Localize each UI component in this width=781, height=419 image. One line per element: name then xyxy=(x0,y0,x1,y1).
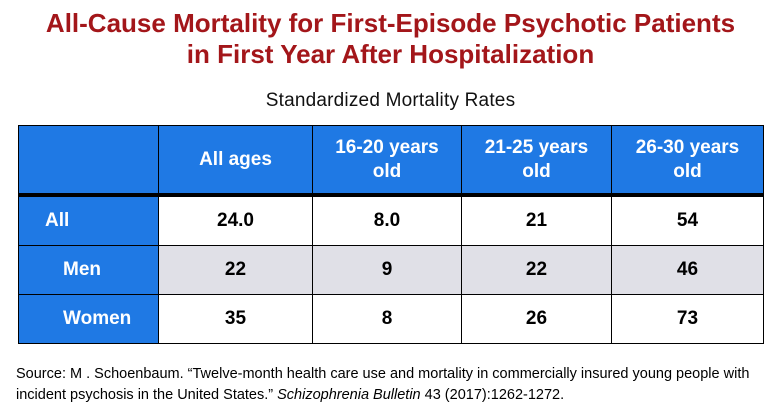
table-cell: 35 xyxy=(158,294,313,344)
row-label-all: All xyxy=(18,194,159,246)
table-cell: 46 xyxy=(611,245,764,295)
table-cell: 8.0 xyxy=(312,194,462,246)
mortality-table: All ages 16-20 years old 21-25 years old… xyxy=(18,125,764,344)
source-citation: Source: M . Schoenbaum. “Twelve-month he… xyxy=(16,364,776,406)
header-row: All ages 16-20 years old 21-25 years old… xyxy=(18,125,764,197)
header-16-20: 16-20 years old xyxy=(312,125,462,197)
table-cell: 21 xyxy=(461,194,612,246)
table-caption: Standardized Mortality Rates xyxy=(265,90,516,111)
header-21-25: 21-25 years old xyxy=(461,125,612,197)
title-line-2: in First Year After Hospitalization xyxy=(186,39,595,69)
table-cell: 26 xyxy=(461,294,612,344)
table-row-men: Men 22 9 22 46 xyxy=(18,245,764,295)
table-cell: 9 xyxy=(312,245,462,295)
journal-name: Schizophrenia Bulletin xyxy=(277,387,421,403)
table-cell: 73 xyxy=(611,294,764,344)
header-21-25-line-1: 21-25 years xyxy=(484,136,589,158)
header-26-30-line-1: 26-30 years xyxy=(635,136,740,158)
table-cell: 22 xyxy=(158,245,313,295)
header-16-20-line-1: 16-20 years xyxy=(335,136,439,158)
header-21-25-line-2: old xyxy=(522,160,551,182)
citation-text: Source: M . Schoenbaum. “Twelve-month he… xyxy=(16,366,750,403)
header-26-30: 26-30 years old xyxy=(611,125,764,197)
page-title: All-Cause Mortality for First-Episode Ps… xyxy=(0,8,781,70)
citation-volume: 43 (2017):1262-1272. xyxy=(420,387,565,403)
header-16-20-line-2: old xyxy=(372,160,402,182)
table-row-women: Women 35 8 26 73 xyxy=(18,294,764,344)
header-26-30-line-2: old xyxy=(673,160,702,182)
table-cell: 8 xyxy=(312,294,462,344)
title-line-1: All-Cause Mortality for First-Episode Ps… xyxy=(45,8,736,38)
table-cell: 22 xyxy=(461,245,612,295)
header-cell-empty xyxy=(18,125,159,197)
table-cell: 54 xyxy=(611,194,764,246)
table-row-all: All 24.0 8.0 21 54 xyxy=(18,194,764,246)
table-cell: 24.0 xyxy=(158,194,313,246)
row-label-men: Men xyxy=(18,245,159,295)
header-all-ages: All ages xyxy=(158,125,313,197)
row-label-women: Women xyxy=(18,294,159,344)
